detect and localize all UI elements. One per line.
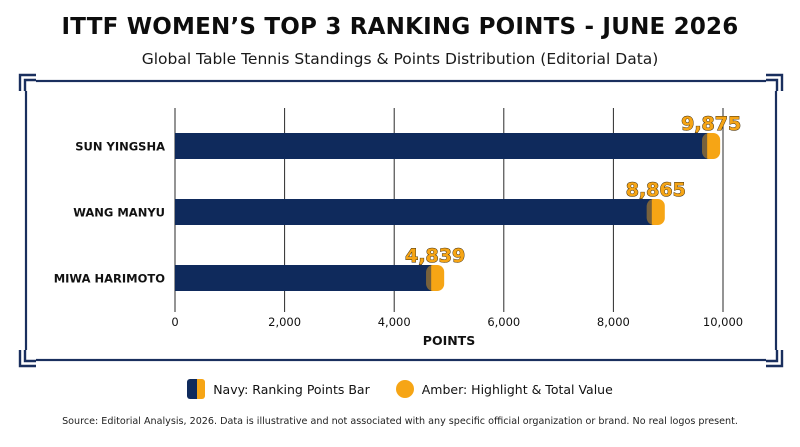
legend-item-navy: Navy: Ranking Points Bar: [187, 379, 370, 399]
chart-frame: [18, 73, 784, 368]
bar-navy: [175, 199, 655, 225]
bar-cap-shade: [426, 265, 432, 291]
category-labels: SUN YINGSHA WANG MANYU MIWA HARIMOTO: [54, 140, 166, 286]
value-label: 4,839: [405, 245, 465, 267]
corner-ornament-bottom-right: [766, 350, 779, 363]
value-label: 9,875: [681, 113, 741, 135]
corner-ornament-bottom-left: [18, 350, 36, 368]
corner-bg-bottom-right: [766, 350, 782, 366]
chart-subtitle: Global Table Tennis Standings & Points D…: [141, 50, 659, 68]
corner-ornament-bottom-right: [766, 350, 784, 368]
amber-swatch-icon: [395, 380, 414, 398]
corner-bg-top-left: [20, 75, 36, 91]
x-tick-label: 6,000: [487, 315, 520, 329]
frame-border: [24, 79, 778, 362]
x-tick-label: 2,000: [268, 315, 301, 329]
legend-item-amber: Amber: Highlight & Total Value: [395, 380, 613, 398]
bar-cap-shade: [702, 133, 708, 159]
value-label: 8,865: [626, 179, 686, 201]
x-axis-label: POINTS: [423, 333, 475, 348]
legend-navy-label: Navy: Ranking Points Bar: [213, 381, 370, 397]
bars-group: [175, 133, 721, 291]
category-label: WANG MANYU: [73, 206, 165, 220]
bar-navy: [175, 133, 711, 159]
x-tick-label: 4,000: [378, 315, 411, 329]
source-note: Source: Editorial Analysis, 2026. Data i…: [62, 416, 738, 427]
x-tick-label: 0: [171, 315, 178, 329]
corner-ornament-top-left: [23, 78, 36, 91]
corner-ornament-top-left: [18, 73, 36, 91]
chart-title: ITTF WOMEN’S TOP 3 RANKING POINTS - JUNE…: [61, 14, 739, 40]
x-tick-labels: 0 2,000 4,000 6,000 8,000 10,000: [171, 315, 743, 329]
value-labels: 9,875 8,865 4,839: [405, 113, 742, 268]
bar-navy: [175, 265, 435, 291]
legend: Navy: Ranking Points Bar Amber: Highligh…: [0, 379, 800, 399]
bar-cap-shade: [646, 199, 652, 225]
corner-ornament-top-right: [766, 78, 779, 91]
corner-ornament-bottom-left: [23, 350, 36, 363]
category-label: SUN YINGSHA: [75, 140, 165, 154]
navy-swatch-icon: [187, 379, 206, 399]
category-label: MIWA HARIMOTO: [54, 272, 166, 286]
corner-bg-top-right: [766, 75, 782, 91]
legend-amber-label: Amber: Highlight & Total Value: [421, 381, 613, 397]
corner-ornament-top-right: [766, 73, 784, 91]
corner-bg-bottom-left: [20, 350, 36, 366]
x-tick-label: 8,000: [597, 315, 630, 329]
x-tick-label: 10,000: [703, 315, 743, 329]
